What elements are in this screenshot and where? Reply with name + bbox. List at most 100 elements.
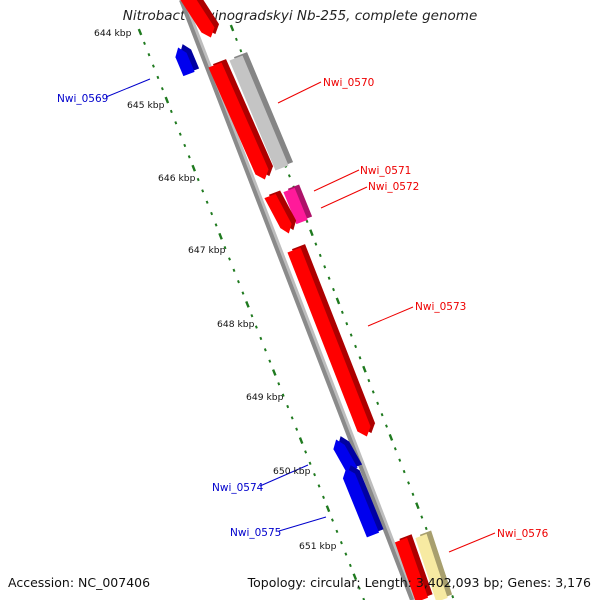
inner-tick bbox=[232, 268, 236, 273]
outer-tick bbox=[229, 24, 235, 32]
leader-line bbox=[320, 186, 368, 209]
gene-label-nwi-0571[interactable]: Nwi_0571 bbox=[360, 165, 411, 177]
outer-tick bbox=[388, 434, 394, 441]
gene-label-nwi-0572[interactable]: Nwi_0572 bbox=[368, 181, 419, 193]
inner-tick bbox=[143, 41, 146, 46]
outer-tick bbox=[323, 265, 327, 269]
gene-label-nwi-0569[interactable]: Nwi_0569 bbox=[57, 93, 108, 105]
gene-labels: Nwi_0569 Nwi_0570 Nwi_0571 Nwi_0572 Nwi_0573… bbox=[57, 77, 549, 540]
inner-tick bbox=[250, 314, 254, 318]
inner-tick bbox=[263, 348, 267, 352]
scale-label: 650 kbp bbox=[273, 466, 311, 477]
inner-tick bbox=[290, 416, 294, 420]
gene-block-nwi-0571 bbox=[264, 190, 297, 234]
outer-tick bbox=[362, 365, 367, 373]
inner-tick bbox=[228, 257, 231, 261]
outer-tick bbox=[376, 401, 380, 405]
outer-tick bbox=[234, 37, 238, 42]
inner-tick bbox=[169, 109, 173, 114]
outer-tick bbox=[358, 356, 362, 360]
leader-line bbox=[259, 464, 309, 487]
outer-tick bbox=[420, 515, 424, 519]
outer-tick bbox=[354, 344, 358, 349]
gene-block-nwi-0575 bbox=[342, 465, 384, 538]
gene-label-nwi-0574[interactable]: Nwi_0574 bbox=[212, 482, 264, 494]
scale-label: 649 kbp bbox=[246, 392, 284, 403]
inner-tick bbox=[268, 359, 272, 363]
outer-tick bbox=[340, 310, 344, 315]
inner-tick bbox=[277, 382, 281, 386]
inner-tick bbox=[298, 437, 304, 444]
gene-label-nwi-0576[interactable]: Nwi_0576 bbox=[497, 528, 549, 540]
outer-tick bbox=[415, 502, 420, 510]
inner-tick bbox=[137, 28, 143, 36]
inner-tick bbox=[205, 200, 209, 204]
label-leader-lines bbox=[105, 78, 496, 553]
gene-block-nwi-0570 bbox=[208, 59, 274, 180]
outer-tick bbox=[305, 219, 309, 224]
inner-tick bbox=[317, 484, 321, 488]
outer-tick bbox=[287, 174, 291, 178]
inner-tick bbox=[218, 232, 223, 240]
leader-line bbox=[448, 532, 496, 553]
outer-tick bbox=[345, 322, 349, 326]
scale-label: 651 kbp bbox=[299, 541, 337, 552]
outer-tick bbox=[411, 492, 415, 496]
inner-tick bbox=[362, 597, 366, 600]
inner-scale-ticks bbox=[137, 28, 366, 600]
gene-block-top-red bbox=[180, 0, 220, 38]
inner-tick bbox=[325, 505, 331, 513]
leader-line bbox=[367, 306, 414, 327]
inner-tick bbox=[160, 87, 164, 91]
inner-tick bbox=[254, 325, 258, 329]
inner-tick bbox=[201, 189, 205, 193]
inner-tick bbox=[348, 563, 352, 568]
gene-label-nwi-0570[interactable]: Nwi_0570 bbox=[323, 77, 374, 89]
inner-tick bbox=[339, 541, 343, 545]
gene-block-nwi-0569 bbox=[175, 44, 200, 77]
inner-tick bbox=[156, 75, 160, 80]
outer-tick bbox=[398, 458, 402, 462]
scale-label: 647 kbp bbox=[188, 245, 226, 256]
outer-tick bbox=[335, 297, 341, 305]
inner-tick bbox=[352, 573, 358, 581]
leader-line bbox=[278, 516, 327, 532]
genome-summary-text: Topology: circular; Length: 3,402,093 bp… bbox=[247, 575, 591, 590]
inner-tick bbox=[308, 461, 312, 465]
inner-tick bbox=[344, 552, 348, 556]
inner-tick bbox=[259, 336, 263, 341]
inner-tick bbox=[304, 450, 308, 454]
outer-tick bbox=[371, 390, 375, 394]
gene-block-nwi-0573 bbox=[287, 244, 376, 437]
inner-tick bbox=[241, 291, 245, 295]
gene-block-nwi-0574 bbox=[333, 436, 363, 473]
inner-tick bbox=[331, 518, 334, 522]
gene-features bbox=[175, 0, 453, 600]
outer-tick bbox=[393, 447, 397, 451]
scale-label: 645 kbp bbox=[127, 100, 165, 111]
outer-tick bbox=[318, 253, 322, 258]
scale-label: 644 kbp bbox=[94, 28, 132, 39]
outer-tick bbox=[239, 49, 243, 53]
genome-backbone bbox=[179, 0, 414, 600]
inner-tick bbox=[183, 143, 187, 148]
inner-tick bbox=[286, 404, 290, 409]
leader-line bbox=[277, 81, 322, 104]
inner-tick bbox=[295, 427, 299, 431]
outer-tick bbox=[402, 469, 406, 474]
outer-tick bbox=[314, 242, 318, 246]
scale-label: 648 kbp bbox=[217, 319, 255, 330]
outer-tick bbox=[424, 526, 428, 531]
inner-tick bbox=[214, 223, 218, 227]
gene-label-nwi-0575[interactable]: Nwi_0575 bbox=[230, 527, 281, 539]
outer-tick bbox=[380, 413, 384, 417]
outer-tick bbox=[385, 424, 388, 428]
inner-tick bbox=[271, 369, 277, 376]
inner-tick bbox=[237, 280, 240, 284]
inner-tick bbox=[223, 245, 227, 250]
outer-tick bbox=[327, 276, 331, 280]
gene-label-nwi-0573[interactable]: Nwi_0573 bbox=[415, 301, 466, 313]
gene-block-yellow bbox=[415, 530, 453, 600]
